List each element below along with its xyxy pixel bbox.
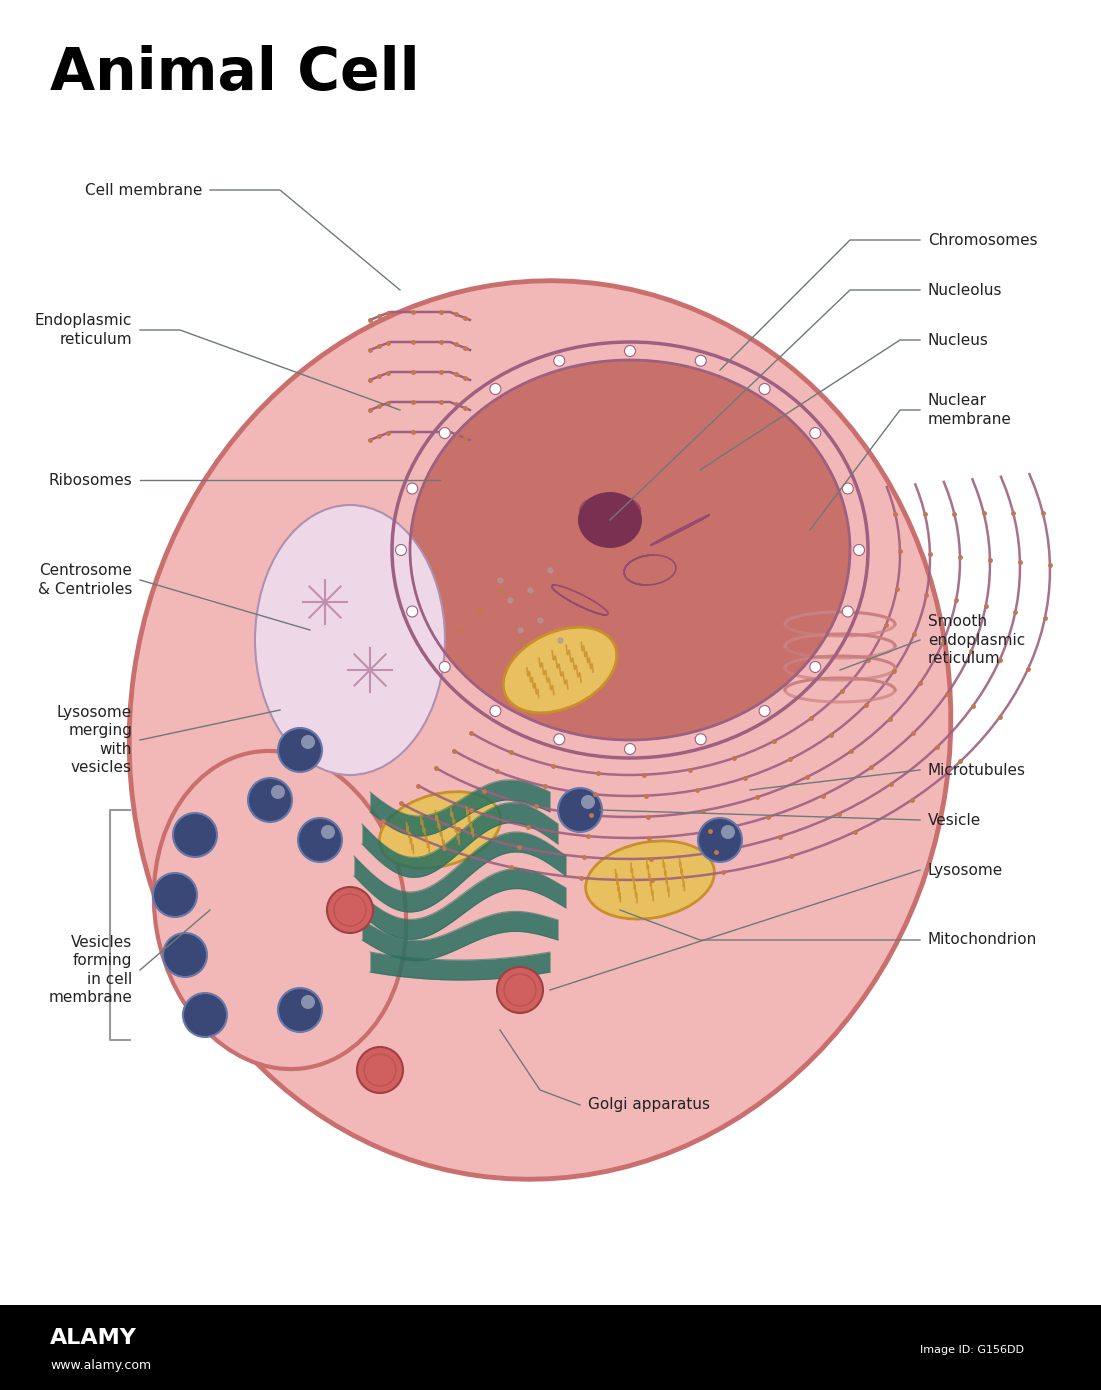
Ellipse shape <box>809 428 820 438</box>
Text: Lysosome: Lysosome <box>928 863 1003 877</box>
Text: ALAMY: ALAMY <box>50 1327 137 1348</box>
Text: Centrosome
& Centrioles: Centrosome & Centrioles <box>37 563 132 596</box>
Ellipse shape <box>759 384 770 395</box>
Ellipse shape <box>129 281 951 1179</box>
Ellipse shape <box>277 728 321 771</box>
Ellipse shape <box>301 735 315 749</box>
Text: www.alamy.com: www.alamy.com <box>50 1358 151 1372</box>
Ellipse shape <box>853 545 864 556</box>
Ellipse shape <box>173 813 217 858</box>
Ellipse shape <box>624 346 635 356</box>
Text: Nucleus: Nucleus <box>928 332 989 348</box>
Text: Lysosome
merging
with
vesicles: Lysosome merging with vesicles <box>57 705 132 776</box>
Text: Vesicle: Vesicle <box>928 813 981 827</box>
Text: Endoplasmic
reticulum: Endoplasmic reticulum <box>34 313 132 346</box>
Text: Golgi apparatus: Golgi apparatus <box>588 1098 710 1112</box>
Ellipse shape <box>490 384 501 395</box>
Ellipse shape <box>842 482 853 493</box>
Ellipse shape <box>586 841 715 919</box>
Ellipse shape <box>497 967 543 1013</box>
Ellipse shape <box>380 792 501 869</box>
Ellipse shape <box>554 734 565 745</box>
Ellipse shape <box>558 788 602 833</box>
Ellipse shape <box>406 482 417 493</box>
Ellipse shape <box>183 992 227 1037</box>
Ellipse shape <box>327 887 373 933</box>
Ellipse shape <box>695 734 706 745</box>
Ellipse shape <box>357 1047 403 1093</box>
Text: Smooth
endoplasmic
reticulum: Smooth endoplasmic reticulum <box>928 614 1025 666</box>
Ellipse shape <box>163 933 207 977</box>
Ellipse shape <box>842 606 853 617</box>
Ellipse shape <box>439 428 450 438</box>
Ellipse shape <box>154 751 406 1069</box>
Ellipse shape <box>298 817 342 862</box>
Ellipse shape <box>554 356 565 366</box>
Text: Vesicles
forming
in cell
membrane: Vesicles forming in cell membrane <box>48 934 132 1005</box>
Ellipse shape <box>490 706 501 716</box>
Ellipse shape <box>271 785 285 799</box>
Text: Mitochondrion: Mitochondrion <box>928 933 1037 948</box>
Text: Image ID: G156DD: Image ID: G156DD <box>920 1346 1024 1355</box>
Text: Cell membrane: Cell membrane <box>85 182 201 197</box>
Ellipse shape <box>321 826 335 840</box>
Ellipse shape <box>695 356 706 366</box>
Ellipse shape <box>277 988 321 1031</box>
Ellipse shape <box>410 360 850 739</box>
Ellipse shape <box>301 995 315 1009</box>
Ellipse shape <box>698 817 742 862</box>
Ellipse shape <box>624 744 635 755</box>
Ellipse shape <box>759 706 770 716</box>
Ellipse shape <box>809 662 820 673</box>
Text: Animal Cell: Animal Cell <box>50 44 419 101</box>
Ellipse shape <box>503 627 617 713</box>
Text: Nuclear
membrane: Nuclear membrane <box>928 393 1012 427</box>
Ellipse shape <box>406 606 417 617</box>
Text: Chromosomes: Chromosomes <box>928 232 1037 247</box>
Ellipse shape <box>578 492 642 548</box>
Ellipse shape <box>248 778 292 821</box>
Ellipse shape <box>721 826 735 840</box>
Ellipse shape <box>153 873 197 917</box>
Text: Nucleolus: Nucleolus <box>928 282 1003 297</box>
FancyBboxPatch shape <box>0 1305 1101 1390</box>
Ellipse shape <box>581 795 595 809</box>
Ellipse shape <box>395 545 406 556</box>
Text: Ribosomes: Ribosomes <box>48 473 132 488</box>
Text: Microtubules: Microtubules <box>928 763 1026 777</box>
Ellipse shape <box>439 662 450 673</box>
Ellipse shape <box>255 505 445 776</box>
